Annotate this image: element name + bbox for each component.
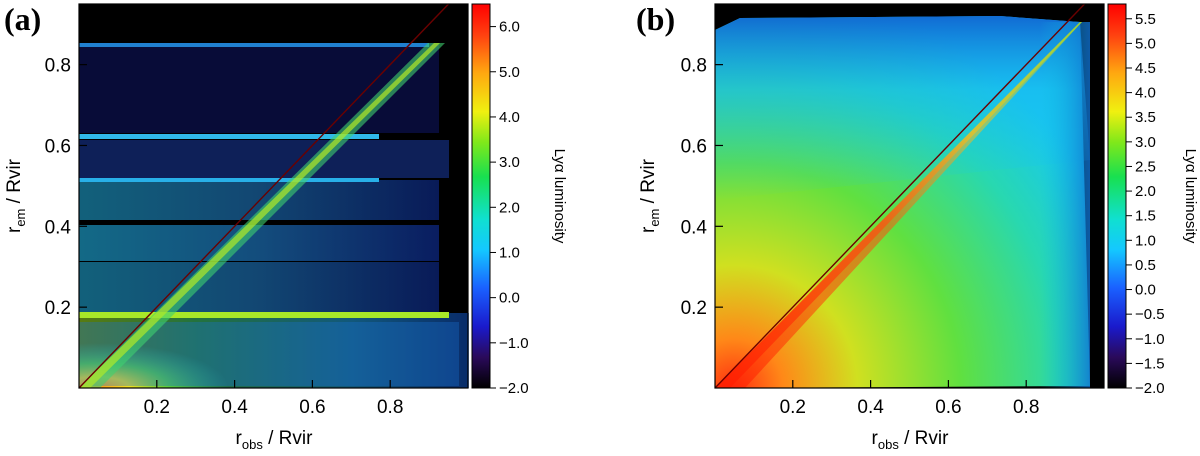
panel-b-x-tick-label: 0.4 [857, 397, 884, 418]
panel-b-colorbar-tick-label: 0.5 [1135, 257, 1156, 274]
panel-b-colorbar-tick-label: 1.5 [1135, 208, 1156, 225]
panel-a-colorbar-tick-label: 6.0 [499, 19, 520, 36]
panel-a-colorbar-tick-label: 3.0 [499, 154, 520, 171]
panel-a-colorbar [471, 3, 491, 389]
panel-a-x-tick-label: 0.2 [144, 397, 170, 418]
panel-a: 0.2 0.4 0.6 0.8 0.2 0.4 0.6 0.8 (a) robs / Rvi… [4, 1, 568, 452]
panel-b-colorbar-tick-label: −0.5 [1135, 306, 1165, 323]
panel-a-heatmap [79, 43, 469, 388]
panel-b-colorbar-tick-label: 0.0 [1135, 282, 1156, 299]
panel-b-y-tick-label: 0.2 [681, 298, 707, 319]
panel-b-y-axis-label: rem / Rvir [638, 158, 662, 233]
panel-b-colorbar-ticks: 5.5 5.0 4.5 4.0 3.5 3.0 2.5 2.0 1.5 1.0 0.5 0.0 −0.5… [1126, 11, 1165, 397]
panel-b-label: (b) [636, 1, 675, 37]
panel-b-y-tick-label: 0.8 [681, 56, 707, 77]
panel-b-y-tick-label: 0.4 [681, 217, 708, 238]
panel-b-colorbar-tick-label: 4.0 [1135, 85, 1156, 102]
panel-b-y-tick-label: 0.6 [681, 136, 707, 157]
panel-a-y-tick-label: 0.6 [45, 136, 71, 157]
panel-b-frame [714, 3, 1105, 389]
panel-b-colorbar-label: Lyα luminosity [1182, 149, 1199, 244]
panel-b-diagonal [714, 3, 1086, 389]
panel-a-y-tick-label: 0.2 [45, 298, 71, 319]
panel-a-x-axis-label: robs / Rvir [236, 428, 314, 452]
panel-b-colorbar-tick-label: 3.0 [1135, 134, 1156, 151]
panel-a-y-axis-label: rem / Rvir [4, 158, 28, 233]
panel-b: 0.2 0.4 0.6 0.8 0.2 0.4 0.6 0.8 (b) robs / Rvi… [636, 1, 1199, 452]
panel-a-colorbar-tick-label: 2.0 [499, 199, 520, 216]
panel-b-colorbar-tick-label: 3.5 [1135, 109, 1156, 126]
panel-a-x-ticks: 0.2 0.4 0.6 0.8 [144, 4, 403, 418]
panel-a-colorbar-tick-label: 0.0 [499, 290, 520, 307]
panel-b-colorbar-tick-label: 2.5 [1135, 158, 1156, 175]
panel-a-colorbar-tick-label: 5.0 [499, 64, 520, 81]
panel-b-x-ticks: 0.2 0.4 0.6 0.8 [780, 4, 1039, 418]
panel-b-x-axis-label: robs / Rvir [872, 428, 950, 452]
panel-b-x-tick-label: 0.6 [935, 397, 961, 418]
panel-a-x-tick-label: 0.4 [221, 397, 248, 418]
panel-a-colorbar-tick-label: 4.0 [499, 109, 520, 126]
panel-b-heatmap [715, 16, 1090, 388]
panel-a-y-tick-label: 0.8 [45, 56, 71, 77]
panel-a-colorbar-ticks: 6.0 5.0 4.0 3.0 2.0 1.0 0.0 −1.0 −2.0 [490, 19, 529, 397]
panel-b-colorbar-tick-label: −1.5 [1135, 355, 1165, 372]
panel-b-colorbar-tick-label: 1.0 [1135, 232, 1156, 249]
panel-a-colorbar-label: Lyα luminosity [551, 149, 568, 244]
panel-b-x-tick-label: 0.8 [1013, 397, 1039, 418]
panel-a-colorbar-tick-label: −2.0 [499, 380, 529, 397]
panel-a-label: (a) [4, 1, 41, 37]
panel-a-x-tick-label: 0.8 [377, 397, 403, 418]
panel-a-x-tick-label: 0.6 [299, 397, 325, 418]
panel-b-colorbar-tick-label: 5.0 [1135, 35, 1156, 52]
panel-b-x-tick-label: 0.2 [780, 397, 806, 418]
panel-b-colorbar-tick-label: 2.0 [1135, 183, 1156, 200]
panel-b-colorbar-tick-label: 4.5 [1135, 60, 1156, 77]
panel-b-colorbar [1107, 3, 1127, 389]
panel-a-diagonal [78, 3, 450, 389]
panel-a-colorbar-tick-label: −1.0 [499, 335, 529, 352]
panel-a-frame [78, 3, 469, 389]
panel-b-colorbar-tick-label: −2.0 [1135, 380, 1165, 397]
panel-a-colorbar-tick-label: 1.0 [499, 244, 520, 261]
panel-a-y-tick-label: 0.4 [45, 217, 72, 238]
panel-b-colorbar-tick-label: 5.5 [1135, 11, 1156, 28]
panel-b-colorbar-tick-label: −1.0 [1135, 331, 1165, 348]
panel-b-y-ticks: 0.2 0.4 0.6 0.8 [681, 56, 1104, 319]
panel-a-y-ticks: 0.2 0.4 0.6 0.8 [45, 56, 468, 319]
